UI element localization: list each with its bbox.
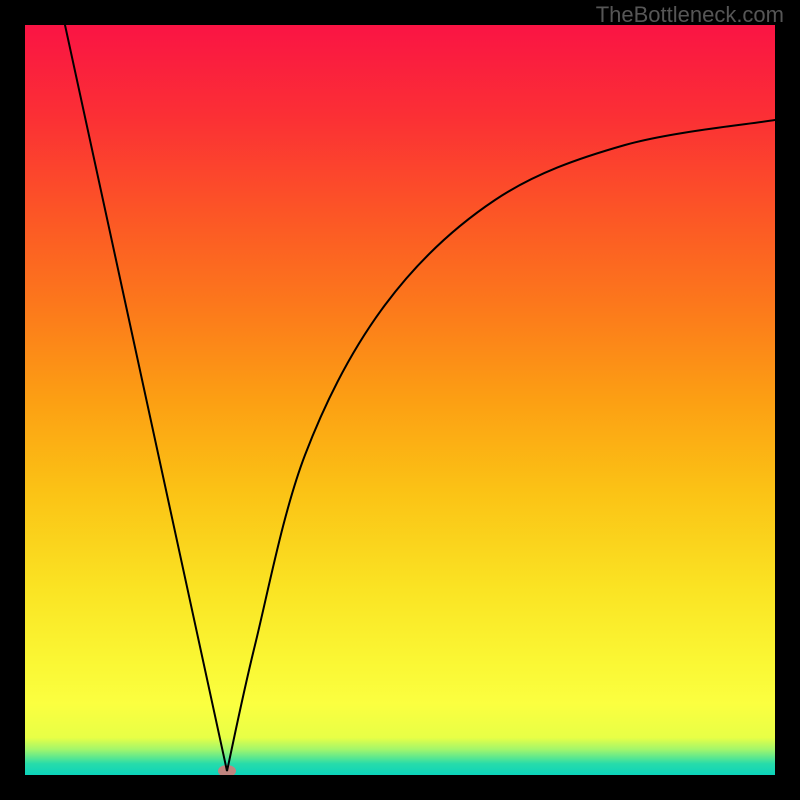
curve-layer — [25, 25, 775, 775]
bottleneck-curve — [65, 25, 775, 771]
plot-area — [25, 25, 775, 775]
chart-frame: TheBottleneck.com — [0, 0, 800, 800]
attribution-label: TheBottleneck.com — [596, 2, 784, 28]
